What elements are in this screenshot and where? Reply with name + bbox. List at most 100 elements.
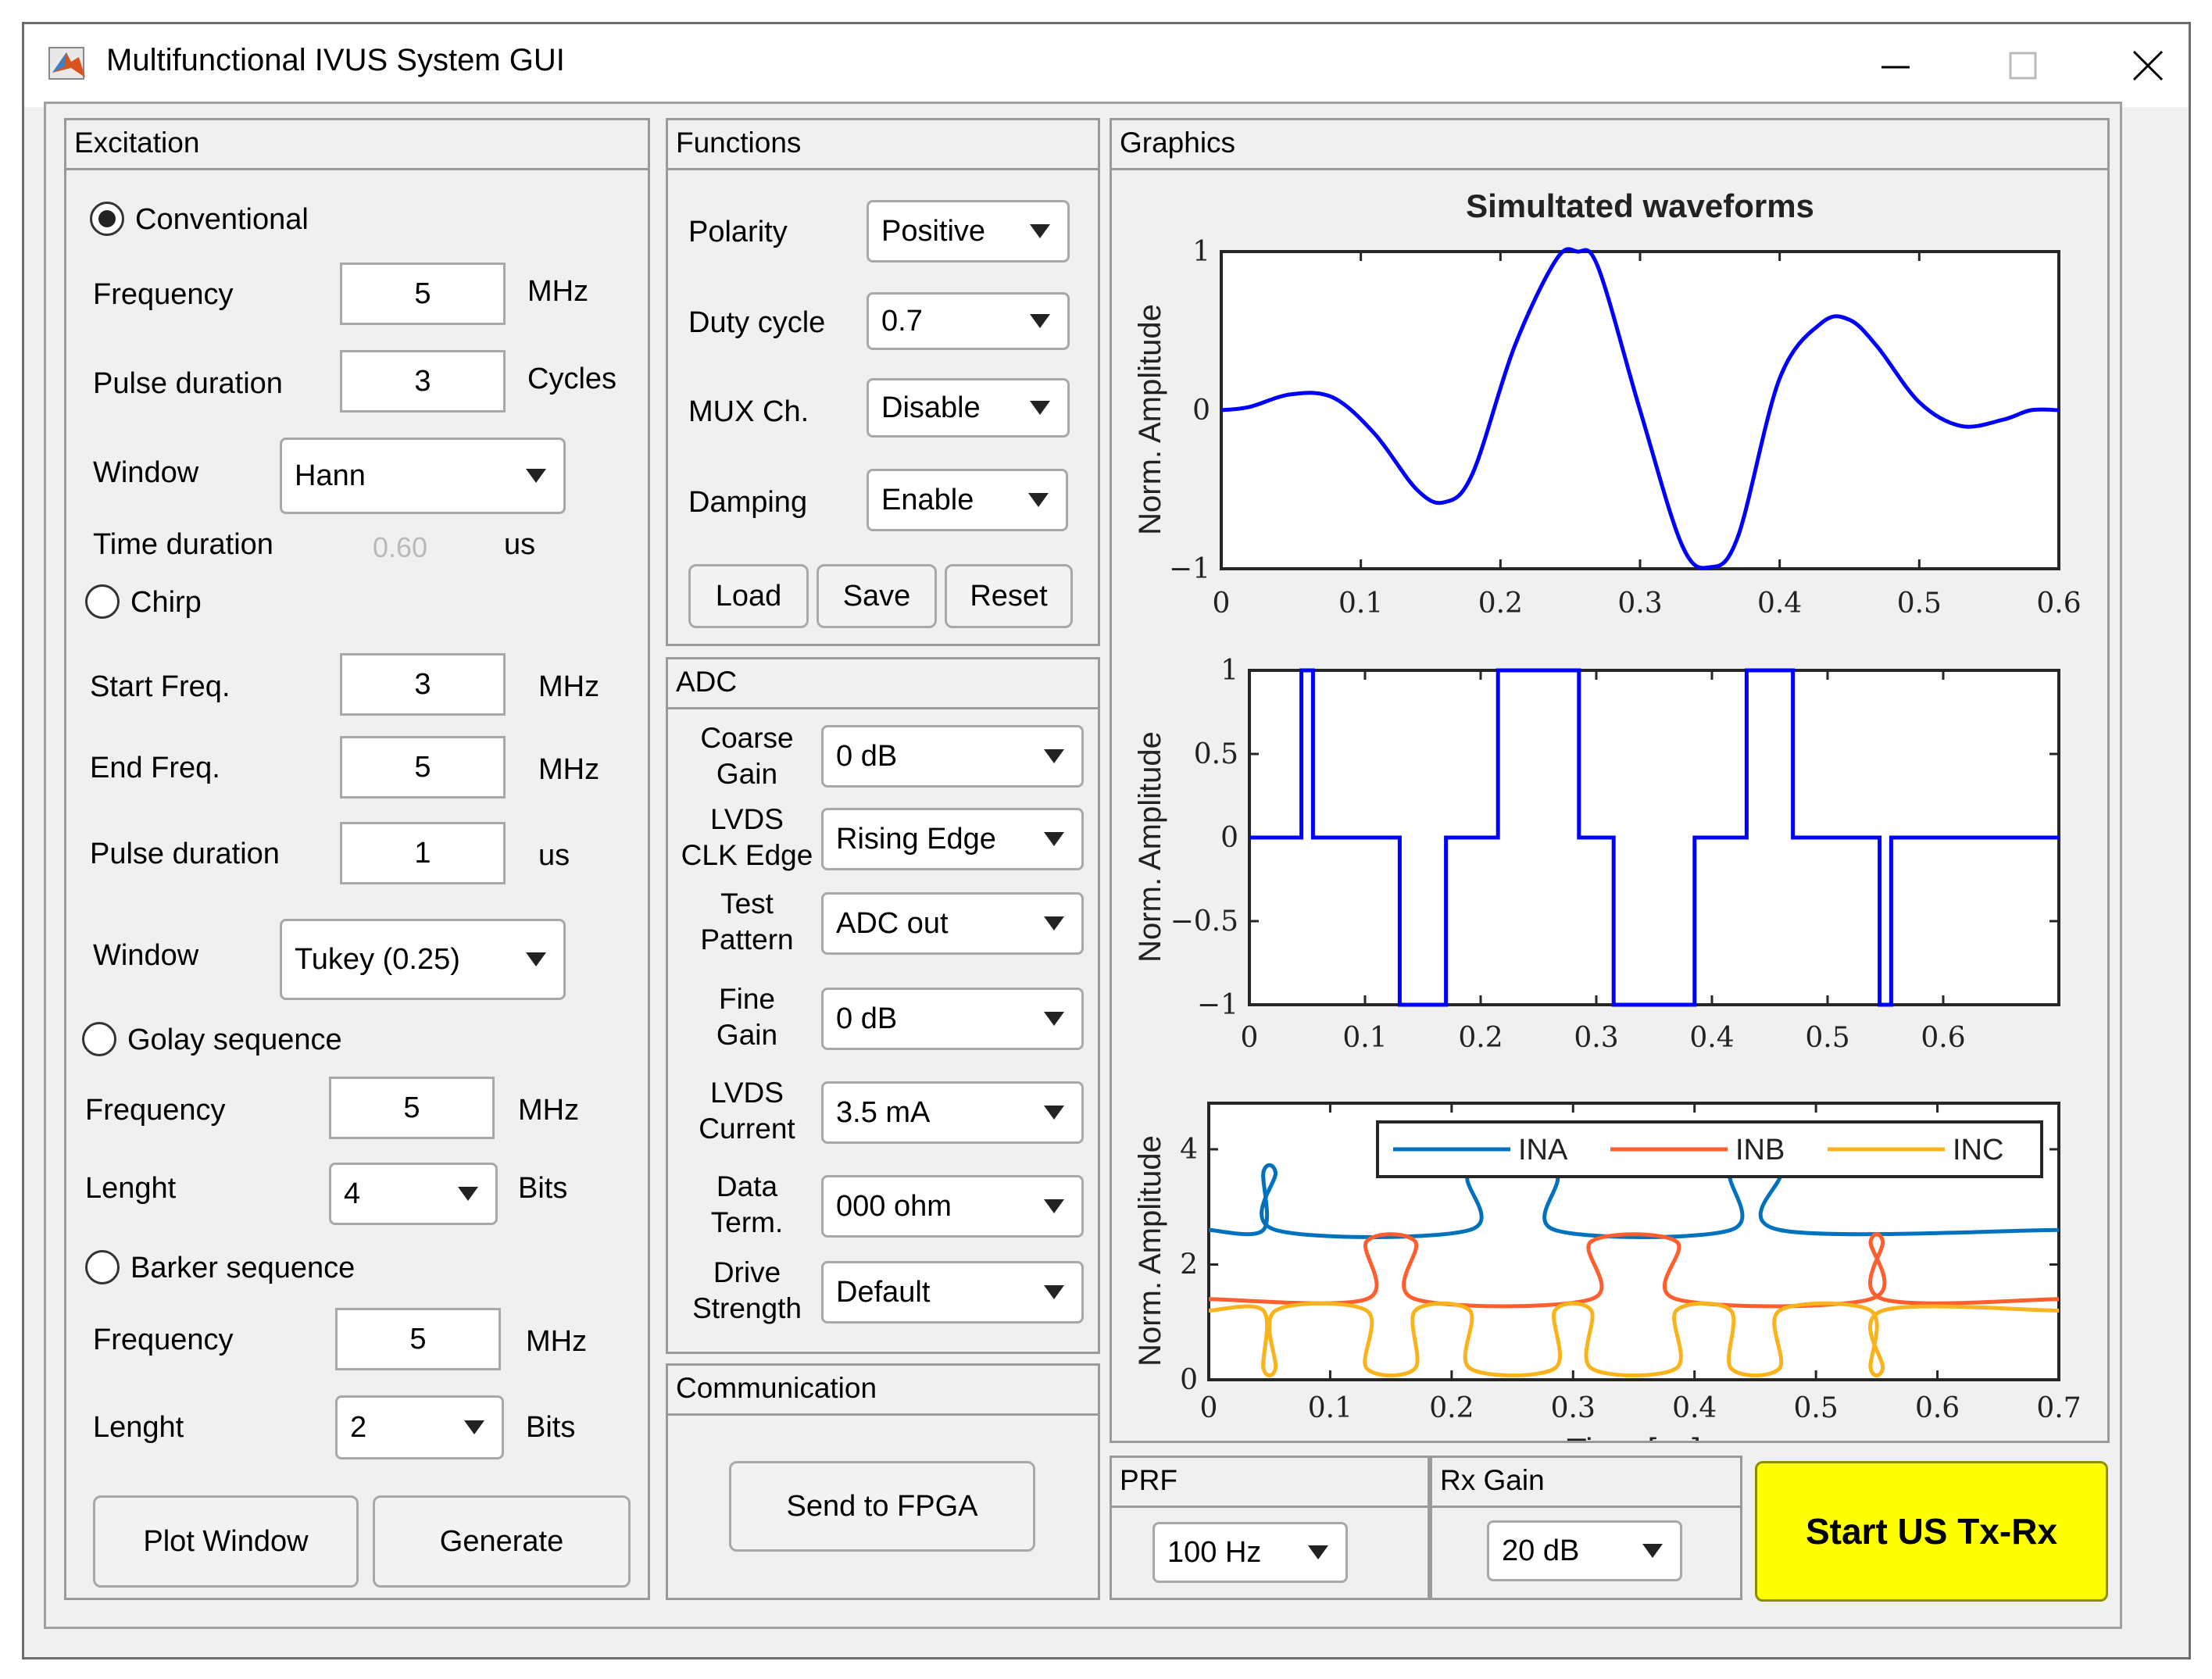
- chirp-radio[interactable]: [85, 584, 120, 619]
- test-pattern-value: ADC out: [836, 906, 949, 940]
- drive-strength-dropdown[interactable]: Default: [821, 1261, 1084, 1324]
- chart-0-xtick-label: 0.4: [1757, 588, 1802, 620]
- reset-button[interactable]: Reset: [945, 564, 1073, 628]
- minimize-button[interactable]: [1849, 24, 1942, 107]
- conv-window-dropdown[interactable]: Hann: [280, 438, 566, 514]
- golay-label: Golay sequence: [127, 1023, 342, 1056]
- chirp-window-value: Tukey (0.25): [295, 942, 460, 976]
- conventional-radio[interactable]: [90, 202, 124, 236]
- barker-radio[interactable]: [85, 1250, 120, 1284]
- golay-length-value: 4: [344, 1177, 361, 1210]
- chevron-down-icon: [526, 469, 546, 483]
- chirp-start-freq-input[interactable]: 3: [340, 653, 506, 716]
- chirp-end-freq-label: End Freq.: [90, 752, 220, 784]
- conv-pulse-duration-unit: Cycles: [527, 363, 617, 395]
- graphics-panel: Graphics Simultated waveforms 0 0.1 0.2 0.3 0…: [1110, 118, 2110, 1443]
- maximize-button[interactable]: [1976, 24, 2070, 107]
- chevron-down-icon: [1044, 1012, 1064, 1026]
- chart-2-xtick-label: 0.1: [1308, 1392, 1353, 1424]
- chart-2-xtick-label: 0.4: [1672, 1392, 1717, 1424]
- barker-length-value: 2: [350, 1410, 367, 1444]
- conv-frequency-input[interactable]: 5: [340, 263, 506, 325]
- lvds-current-value: 3.5 mA: [836, 1095, 931, 1129]
- chirp-pulse-duration-unit: us: [538, 839, 570, 872]
- close-icon: [2132, 50, 2164, 81]
- chart-1-xtick-label: 0.1: [1342, 1022, 1387, 1054]
- chart-1-xtick-label: 0.3: [1574, 1022, 1618, 1054]
- golay-frequency-input[interactable]: 5: [329, 1077, 495, 1139]
- chirp-end-freq-unit: MHz: [538, 753, 600, 786]
- chevron-down-icon: [1030, 401, 1050, 415]
- send-to-fpga-button[interactable]: Send to FPGA: [729, 1461, 1035, 1552]
- chirp-end-freq-input[interactable]: 5: [340, 736, 506, 798]
- graphics-title: Graphics: [1112, 120, 2107, 170]
- save-button[interactable]: Save: [817, 564, 937, 628]
- chart-1-xtick-label: 0.2: [1458, 1022, 1503, 1054]
- chart-1-xtick-label: 0.5: [1805, 1022, 1849, 1054]
- functions-panel: Functions Polarity Positive Duty cycle 0…: [666, 118, 1100, 646]
- chart-1-ytick-label: 1: [1220, 655, 1238, 687]
- chart-1-xtick-label: 0: [1241, 1022, 1259, 1054]
- duty-cycle-label: Duty cycle: [688, 306, 826, 339]
- coarse-gain-dropdown[interactable]: 0 dB: [821, 725, 1084, 788]
- conv-frequency-unit: MHz: [527, 275, 589, 308]
- rx-gain-value: 20 dB: [1502, 1534, 1580, 1567]
- conv-window-label: Window: [93, 456, 199, 489]
- window-title: Multifunctional IVUS System GUI: [106, 43, 565, 77]
- mux-label: MUX Ch.: [688, 395, 809, 428]
- barker-frequency-input[interactable]: 5: [335, 1308, 501, 1370]
- lvds-clk-dropdown[interactable]: Rising Edge: [821, 808, 1084, 870]
- chart-0-ytick-label: 0: [1192, 395, 1210, 427]
- chart-2-legend-label-inb: INB: [1735, 1134, 1785, 1166]
- chart-2-series-inb-line: [1208, 1232, 2060, 1309]
- duty-cycle-value: 0.7: [881, 304, 923, 338]
- chirp-pulse-duration-label: Pulse duration: [90, 838, 280, 870]
- test-pattern-dropdown[interactable]: ADC out: [821, 892, 1084, 955]
- client-area: Excitation Conventional Frequency 5 MHz …: [44, 102, 2122, 1629]
- chart-0-ytick-label: −1: [1169, 553, 1210, 585]
- golay-length-label: Lenght: [85, 1172, 177, 1205]
- chirp-pulse-duration-input[interactable]: 1: [340, 822, 506, 884]
- maximize-icon: [2009, 52, 2037, 80]
- conv-pulse-duration-label: Pulse duration: [93, 367, 283, 400]
- chart-2-xtick-label: 0.5: [1794, 1392, 1839, 1424]
- chirp-window-label: Window: [93, 939, 199, 972]
- rx-gain-dropdown[interactable]: 20 dB: [1487, 1520, 1682, 1581]
- chirp-window-dropdown[interactable]: Tukey (0.25): [280, 919, 566, 1000]
- prf-dropdown[interactable]: 100 Hz: [1152, 1522, 1348, 1583]
- chirp-start-freq-unit: MHz: [538, 670, 600, 703]
- prf-value: 100 Hz: [1167, 1535, 1262, 1569]
- mux-dropdown[interactable]: Disable: [867, 378, 1070, 438]
- start-us-tx-rx-button[interactable]: Start US Tx-Rx: [1755, 1461, 2108, 1602]
- chevron-down-icon: [1028, 493, 1049, 507]
- golay-length-dropdown[interactable]: 4: [329, 1163, 498, 1225]
- generate-button[interactable]: Generate: [373, 1495, 631, 1588]
- chart-2-series-inc-line: [1208, 1301, 2060, 1377]
- radio-selected-dot: [98, 210, 116, 227]
- title-bar: Multifunctional IVUS System GUI: [24, 24, 2189, 107]
- polarity-label: Polarity: [688, 216, 788, 248]
- damping-dropdown[interactable]: Enable: [867, 469, 1068, 531]
- barker-label: Barker sequence: [130, 1252, 356, 1284]
- barker-frequency-label: Frequency: [93, 1324, 234, 1356]
- chevron-down-icon: [1030, 224, 1050, 238]
- polarity-dropdown[interactable]: Positive: [867, 200, 1070, 263]
- load-button[interactable]: Load: [688, 564, 809, 628]
- lvds-current-dropdown[interactable]: 3.5 mA: [821, 1081, 1084, 1144]
- coarse-gain-value: 0 dB: [836, 739, 898, 773]
- duty-cycle-dropdown[interactable]: 0.7: [867, 292, 1070, 350]
- fine-gain-dropdown[interactable]: 0 dB: [821, 988, 1084, 1050]
- chart-0-title: Simultated waveforms: [1466, 188, 1814, 224]
- communication-panel: Communication Send to FPGA: [666, 1363, 1100, 1600]
- golay-radio[interactable]: [82, 1022, 116, 1056]
- damping-value: Enable: [881, 483, 974, 516]
- plot-window-button[interactable]: Plot Window: [93, 1495, 359, 1588]
- chart-0-ylabel: Norm. Amplitude: [1133, 304, 1167, 535]
- close-button[interactable]: [2101, 24, 2195, 107]
- barker-length-dropdown[interactable]: 2: [335, 1395, 504, 1459]
- lvds-clk-value: Rising Edge: [836, 822, 996, 856]
- conv-pulse-duration-input[interactable]: 3: [340, 350, 506, 413]
- data-term-dropdown[interactable]: 000 ohm: [821, 1175, 1084, 1238]
- chart-2-legend-label-ina: INA: [1518, 1134, 1568, 1166]
- chart-1-ytick-label: −0.5: [1170, 906, 1238, 938]
